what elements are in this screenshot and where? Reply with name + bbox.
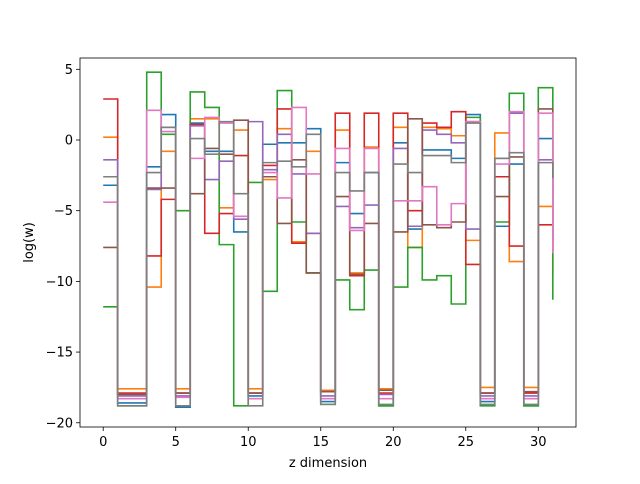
series-line-1 [103,113,554,409]
x-tick-label: 0 [99,435,107,450]
x-axis-ticks: 0 5 10 15 20 25 30 [99,427,547,450]
series-layer [103,71,554,409]
x-tick-label: 20 [385,435,402,450]
x-tick-label: 25 [458,435,475,450]
y-axis-label: log(w) [22,222,37,263]
plot-area-frame [79,57,577,428]
y-tick-label: −15 [46,346,73,361]
y-axis-ticks: 5 0 −5 −10 −15 −20 [46,63,80,431]
series-line-5 [103,112,554,397]
x-tick-label: 5 [172,435,180,450]
series-line-3 [103,71,554,407]
x-tick-label: 30 [530,435,547,450]
y-tick-label: −5 [54,204,73,219]
y-tick-label: 5 [65,63,73,78]
x-axis-label: z dimension [289,456,367,471]
series-line-4 [103,98,554,394]
series-line-2 [103,117,554,392]
y-tick-label: −10 [46,275,73,290]
x-tick-label: 15 [312,435,329,450]
y-tick-label: 0 [65,134,73,149]
x-tick-label: 10 [240,435,257,450]
series-line-8 [103,120,554,407]
y-tick-label: −20 [46,416,73,431]
